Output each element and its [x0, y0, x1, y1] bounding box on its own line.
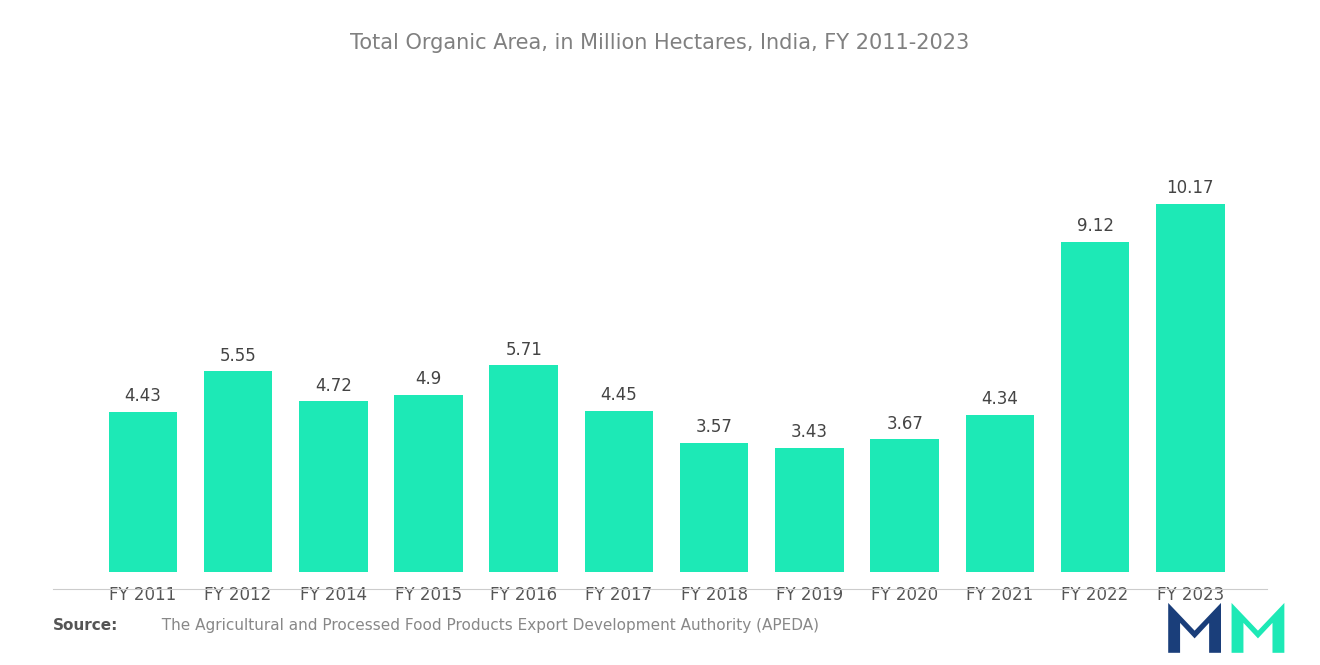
- Text: 3.67: 3.67: [886, 414, 923, 433]
- Text: 5.55: 5.55: [219, 346, 256, 364]
- Bar: [680, 443, 748, 572]
- Text: Total Organic Area, in Million Hectares, India, FY 2011-2023: Total Organic Area, in Million Hectares,…: [350, 33, 970, 53]
- Polygon shape: [1232, 603, 1284, 653]
- Bar: [490, 365, 558, 572]
- Text: 9.12: 9.12: [1077, 217, 1114, 235]
- Text: The Agricultural and Processed Food Products Export Development Authority (APEDA: The Agricultural and Processed Food Prod…: [152, 618, 818, 632]
- Text: 5.71: 5.71: [506, 341, 543, 359]
- Text: 3.43: 3.43: [791, 424, 828, 442]
- Text: 4.43: 4.43: [124, 387, 161, 405]
- Bar: [203, 371, 272, 572]
- Text: 4.34: 4.34: [982, 390, 1018, 408]
- Bar: [108, 412, 177, 572]
- Text: 4.72: 4.72: [315, 376, 351, 394]
- Text: Source:: Source:: [53, 618, 119, 632]
- Bar: [1156, 204, 1225, 572]
- Bar: [585, 411, 653, 572]
- Text: 4.9: 4.9: [416, 370, 442, 388]
- Bar: [1061, 242, 1130, 572]
- Bar: [395, 394, 463, 572]
- Bar: [870, 439, 939, 572]
- Text: 10.17: 10.17: [1167, 180, 1214, 198]
- Polygon shape: [1168, 603, 1221, 653]
- Bar: [966, 415, 1034, 572]
- Bar: [300, 401, 367, 572]
- Bar: [775, 448, 843, 572]
- Text: 3.57: 3.57: [696, 418, 733, 436]
- Text: 4.45: 4.45: [601, 386, 638, 404]
